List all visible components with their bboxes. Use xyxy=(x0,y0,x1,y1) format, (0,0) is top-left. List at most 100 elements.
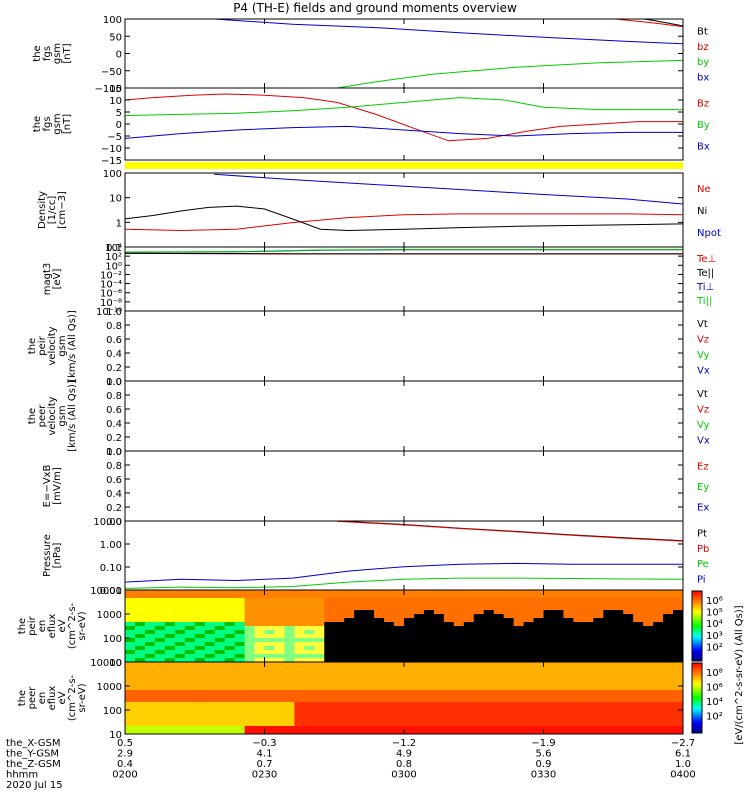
svg-text:eflux: eflux xyxy=(47,614,58,639)
y-tick-label: 10.00 xyxy=(93,517,122,528)
colorbar-axis-label: [eV/(cm^2-s-sr-eV) (All Qs)] xyxy=(734,605,745,744)
axis-frame xyxy=(124,450,684,522)
legend-Ez: Ez xyxy=(697,461,709,472)
legend-Ne: Ne xyxy=(697,184,711,195)
y-tick-label: 10 xyxy=(109,96,122,107)
svg-text:magt3: magt3 xyxy=(42,263,53,296)
svg-text:[km/s (All Qs)]: [km/s (All Qs)] xyxy=(67,310,78,382)
panel-peer_velocity: 1.0 0.8 0.6 0.4 0.2 0.0 the peer velocity gsm [km/… xyxy=(27,377,710,458)
svg-text:E=−VxB: E=−VxB xyxy=(42,465,53,508)
footer-value: 0.5 xyxy=(117,738,133,749)
panel-density: 100 10 1 0.1 Density [1/cc] [cm−3] Ne Ni Npot xyxy=(37,169,721,254)
y-tick-label: 100 xyxy=(103,634,122,645)
legend-Vz: Vz xyxy=(697,334,709,345)
colorbar-peir_en_eflux xyxy=(691,590,703,662)
y-axis-label: the peir en eflux eV (cm^2-s-sr-eV) xyxy=(17,602,88,649)
svg-text:fgs: fgs xyxy=(42,46,53,61)
legend-Bt: Bt xyxy=(697,27,708,38)
svg-text:peir: peir xyxy=(27,615,38,635)
colorbar-tick: 10⁶ xyxy=(706,596,723,607)
svg-text:the: the xyxy=(32,45,43,61)
footer-value: −0.3 xyxy=(252,738,276,749)
series-magt3-Ti|| xyxy=(125,249,683,253)
y-tick-label: 0.4 xyxy=(106,489,122,500)
y-axis-label: E=−VxB [mV/m] xyxy=(42,465,63,508)
series-pressure-Pb xyxy=(336,521,683,542)
legend-Ni: Ni xyxy=(697,206,707,217)
footer-value: 0.9 xyxy=(536,759,552,770)
y-tick-label: 1.00 xyxy=(100,540,122,551)
colorbar-tick: 10² xyxy=(706,642,723,653)
legend-bx: bx xyxy=(697,72,709,83)
y-axis-label: the fgs gsm [nT] xyxy=(32,113,73,134)
y-tick-label: 10 xyxy=(109,194,122,205)
svg-text:[nT]: [nT] xyxy=(62,43,73,63)
footer-value: −1.9 xyxy=(531,738,555,749)
legend-Pb: Pb xyxy=(697,544,709,555)
series-fgs_gsm-Bt xyxy=(640,19,683,27)
legend-Te⊥: Te⊥ xyxy=(696,254,716,265)
y-tick-label: 0.0 xyxy=(106,447,122,458)
svg-text:en: en xyxy=(37,692,48,705)
legend-Ti||: Ti|| xyxy=(696,296,712,307)
y-tick-label: 0.6 xyxy=(106,475,122,486)
y-tick-label: −5 xyxy=(107,132,122,143)
svg-text:[nT]: [nT] xyxy=(62,114,73,134)
y-tick-label: 10 xyxy=(109,658,122,669)
y-tick-label: 0 xyxy=(116,120,122,131)
svg-text:(cm^2-s-: (cm^2-s- xyxy=(67,602,78,649)
y-tick-label: 5 xyxy=(116,108,122,119)
axis-frame xyxy=(124,172,684,248)
panel-fgs_gsm: 100 50 0 −50 −100 the fgs gsm [nT] Bt bz by bx xyxy=(32,15,709,95)
colorbar-tick: 10⁴ xyxy=(706,697,723,708)
y-tick-label: 0.10 xyxy=(100,563,122,574)
svg-text:sr-eV): sr-eV) xyxy=(77,611,88,640)
y-tick-label: 0.0 xyxy=(106,517,122,528)
legend-Bz: Bz xyxy=(697,99,709,110)
legend-Vx: Vx xyxy=(697,365,710,376)
svg-text:[nPa]: [nPa] xyxy=(52,542,63,568)
y-tick-label: 10 xyxy=(109,730,122,741)
series-density-Npot xyxy=(214,173,683,205)
panel-peer_en_eflux: 10⁸ 10⁶ 10⁴ 10² 10000 1000 100 10 the peer en eflux… xyxy=(17,658,723,741)
y-tick-label: 1.0 xyxy=(106,377,122,388)
series-pressure-Pi xyxy=(125,562,683,583)
y-tick-label: 0 xyxy=(116,50,122,61)
svg-text:Pressure: Pressure xyxy=(42,534,53,577)
y-axis-label: magt3 [eV] xyxy=(42,263,63,296)
footer-row-label: the_Z-GSM xyxy=(6,759,61,770)
legend-Pi: Pi xyxy=(697,574,706,585)
y-tick-label: 10⁴ xyxy=(105,243,122,254)
legend-Vx: Vx xyxy=(697,435,710,446)
svg-text:peir: peir xyxy=(37,335,48,355)
series-pressure-Pe xyxy=(125,577,683,589)
legend-Te||: Te|| xyxy=(696,268,714,279)
svg-text:Density: Density xyxy=(37,191,48,229)
y-tick-label: 10⁰ xyxy=(105,261,122,272)
legend-Vt: Vt xyxy=(697,389,708,400)
axis-frame xyxy=(124,380,684,452)
svg-text:gsm: gsm xyxy=(52,43,63,64)
y-tick-label: 1.0 xyxy=(106,307,122,318)
svg-text:gsm: gsm xyxy=(52,113,63,134)
y-tick-label: 10⁻² xyxy=(100,270,122,281)
y-tick-label: 0.6 xyxy=(106,335,122,346)
spectrogram-peer_en_eflux xyxy=(125,662,683,734)
footer-value: 2.9 xyxy=(117,749,133,760)
y-tick-label: 0.8 xyxy=(106,321,122,332)
series-fgs_gsm-bx xyxy=(214,19,683,45)
series-density-Ne xyxy=(125,213,683,232)
yellow-status-bar xyxy=(125,162,683,169)
y-tick-label: −15 xyxy=(101,156,122,167)
svg-text:fgs: fgs xyxy=(42,116,53,131)
svg-text:sr-eV): sr-eV) xyxy=(77,683,88,712)
svg-text:the: the xyxy=(32,116,43,132)
footer-value: 6.1 xyxy=(675,749,691,760)
y-tick-label: 0.2 xyxy=(106,433,122,444)
y-tick-label: 1000 xyxy=(97,610,122,621)
svg-text:the: the xyxy=(17,618,28,634)
series-fgs_gsm-bz xyxy=(610,19,683,28)
legend-Npot: Npot xyxy=(697,228,721,239)
